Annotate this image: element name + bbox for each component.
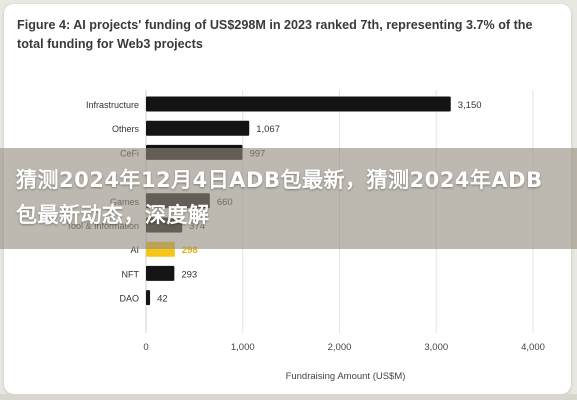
category-label: AI (130, 245, 139, 255)
category-label: DAO (119, 294, 139, 304)
value-label: 298 (182, 245, 198, 256)
overlay-headline: 猜测2024年12月4日ADB包最新，猜测2024年ADB包最新动态，深度解 (16, 168, 543, 227)
x-tick-label: 4,000 (521, 342, 545, 353)
x-tick-label: 0 (143, 342, 148, 353)
x-tick-label: 3,000 (424, 342, 448, 353)
category-label: NFT (122, 269, 140, 279)
bottom-strip (0, 394, 577, 400)
bar (146, 265, 175, 281)
figure-title: Figure 4: AI projects' funding of US$298… (17, 18, 533, 51)
x-tick-label: 2,000 (328, 342, 352, 353)
value-label: 3,150 (458, 100, 482, 111)
overlay-banner (0, 148, 577, 249)
value-label: 1,067 (256, 124, 280, 135)
category-label: Others (112, 124, 140, 134)
x-axis-label: Fundraising Amount (US$M) (286, 371, 406, 382)
value-label: 42 (157, 294, 168, 305)
x-tick-label: 1,000 (231, 342, 255, 353)
bar (146, 120, 250, 136)
value-label: 293 (181, 269, 197, 280)
category-label: Infrastructure (86, 100, 139, 110)
bar (146, 96, 451, 112)
bar (146, 290, 151, 306)
